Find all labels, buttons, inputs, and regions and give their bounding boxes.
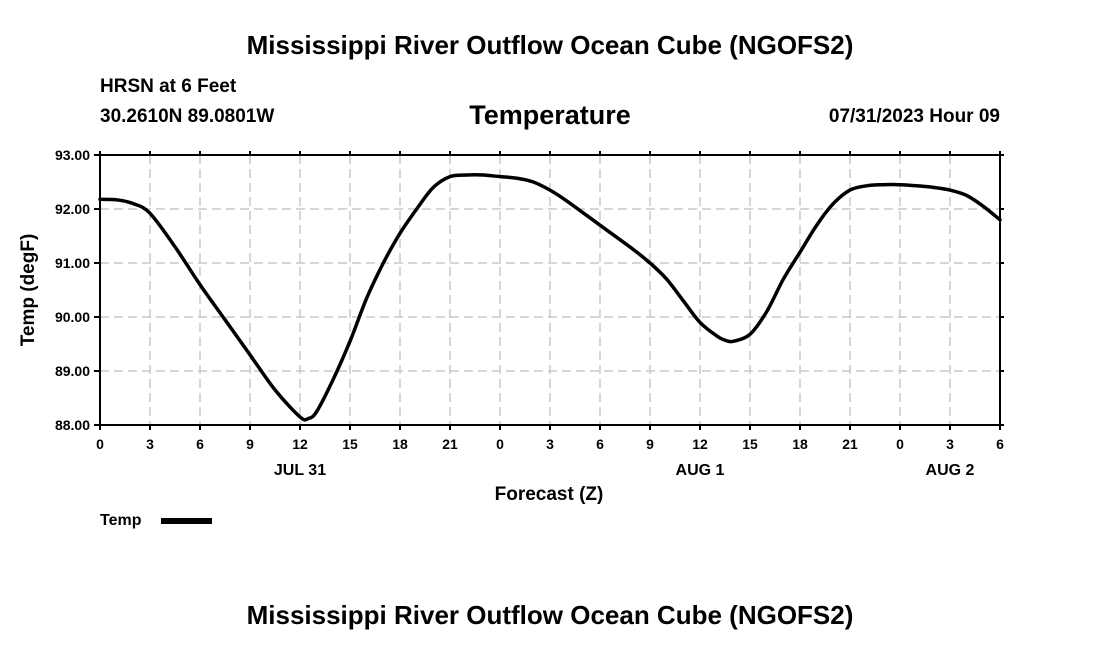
grid-lines: [100, 154, 1000, 426]
figure-title-bottom: Mississippi River Outflow Ocean Cube (NG…: [246, 600, 854, 630]
legend-label: Temp: [100, 512, 142, 529]
x-tick-label: 6: [196, 436, 204, 452]
x-tick-label: 9: [646, 436, 654, 452]
series-line-temp: [98, 173, 1002, 422]
chart-title: Temperature: [469, 100, 631, 130]
plot-frame: [99, 154, 1001, 426]
x-tick-label: 18: [392, 436, 408, 452]
x-tick-label: 0: [96, 436, 104, 452]
x-tick-label: 0: [496, 436, 504, 452]
y-axis-label: Temp (degF): [18, 234, 39, 347]
date-label: AUG 2: [926, 462, 975, 479]
x-tick-label: 3: [146, 436, 154, 452]
axis-ticks: [94, 151, 1004, 430]
x-tick-label: 18: [792, 436, 808, 452]
valid-time: 07/31/2023 Hour 09: [828, 106, 1000, 127]
x-tick-label: 6: [596, 436, 604, 452]
x-tick-label: 3: [946, 436, 954, 452]
date-label: AUG 1: [676, 462, 725, 479]
x-tick-label: 0: [896, 436, 904, 452]
x-tick-label: 21: [442, 436, 458, 452]
x-axis-label: Forecast (Z): [495, 484, 604, 505]
y-tick-label: 91.00: [55, 255, 90, 271]
x-tick-label: 15: [342, 436, 358, 452]
series-layer: [98, 173, 1002, 422]
x-tick-label: 15: [742, 436, 758, 452]
axis-labels: 88.00 89.00 90.00 91.00 92.00 93.00 0 3 6 9 12 15 18…: [55, 147, 1004, 479]
x-tick-label: 3: [546, 436, 554, 452]
x-tick-label: 12: [292, 436, 308, 452]
y-tick-label: 92.00: [55, 201, 90, 217]
y-tick-label: 89.00: [55, 363, 90, 379]
x-tick-label: 9: [246, 436, 254, 452]
y-tick-label: 93.00: [55, 147, 90, 163]
figure-title-top: Mississippi River Outflow Ocean Cube (NG…: [246, 30, 854, 60]
station-coordinates: 30.2610N 89.0801W: [100, 106, 275, 127]
x-tick-label: 21: [842, 436, 858, 452]
x-tick-label: 6: [996, 436, 1004, 452]
y-tick-label: 90.00: [55, 309, 90, 325]
date-label: JUL 31: [274, 462, 326, 479]
y-tick-label: 88.00: [55, 417, 90, 433]
x-tick-label: 12: [692, 436, 708, 452]
station-label: HRSN at 6 Feet: [100, 76, 237, 97]
